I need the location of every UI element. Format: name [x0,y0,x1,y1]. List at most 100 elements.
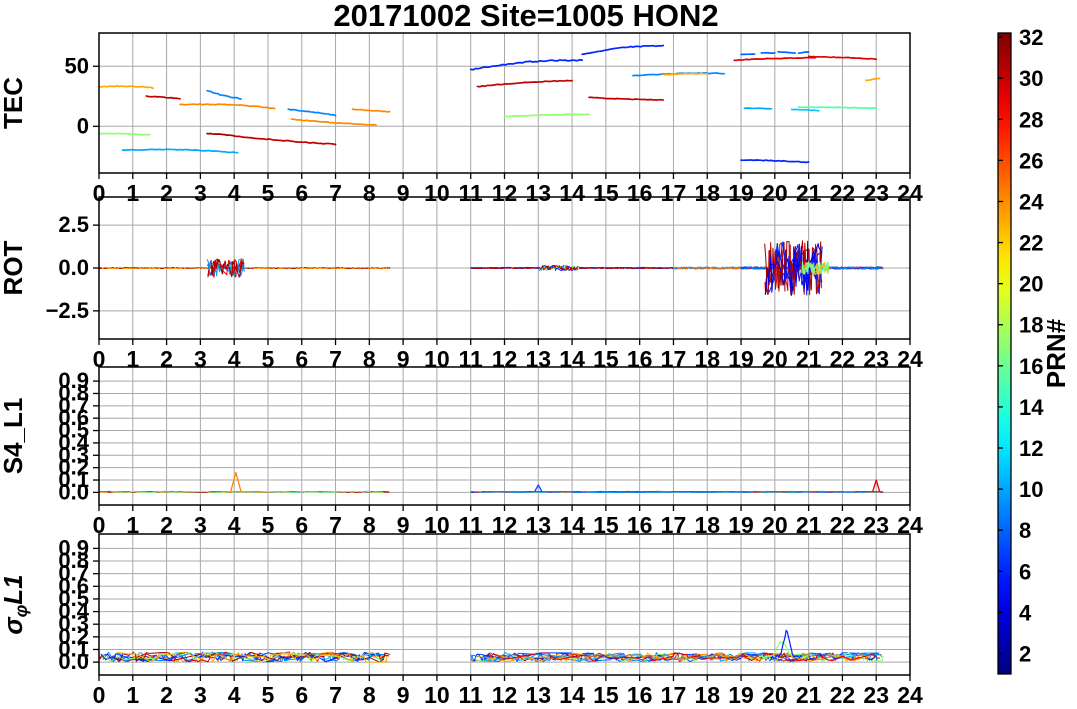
svg-text:9: 9 [397,180,410,206]
svg-text:14: 14 [559,346,585,372]
svg-text:12: 12 [492,346,518,372]
svg-text:16: 16 [627,682,653,708]
svg-text:11: 11 [459,682,484,708]
svg-text:20: 20 [1019,272,1043,297]
svg-text:30: 30 [1019,66,1043,91]
svg-text:28: 28 [1019,107,1043,132]
svg-text:0: 0 [93,512,106,538]
svg-text:15: 15 [593,180,619,206]
svg-text:−2.5: −2.5 [46,298,89,323]
svg-text:14: 14 [1019,395,1044,420]
svg-text:20: 20 [762,512,788,538]
svg-text:18: 18 [694,180,720,206]
svg-text:9: 9 [397,512,410,538]
svg-text:10: 10 [1019,477,1043,502]
svg-text:6: 6 [1019,559,1031,584]
svg-text:18: 18 [1019,313,1043,338]
svg-text:7: 7 [329,512,342,538]
svg-text:0: 0 [93,180,106,206]
svg-text:2.5: 2.5 [58,212,89,237]
svg-text:5: 5 [262,180,275,206]
svg-text:16: 16 [1019,354,1043,379]
svg-text:10: 10 [424,682,450,708]
svg-text:13: 13 [525,346,551,372]
svg-text:13: 13 [525,682,551,708]
svg-text:24: 24 [897,346,923,372]
svg-text:9: 9 [397,682,410,708]
svg-text:22: 22 [830,512,856,538]
svg-text:20: 20 [762,346,788,372]
svg-text:0.0: 0.0 [58,255,89,280]
svg-text:24: 24 [897,512,923,538]
svg-text:19: 19 [728,346,754,372]
svg-text:S4_L1: S4_L1 [0,398,28,475]
svg-text:4: 4 [228,682,241,708]
svg-text:21: 21 [796,346,822,372]
svg-text:9: 9 [397,346,410,372]
svg-text:1: 1 [126,682,139,708]
svg-text:22: 22 [1019,231,1043,256]
svg-text:20171002 Site=1005 HON2: 20171002 Site=1005 HON2 [333,0,718,33]
svg-text:6: 6 [295,682,308,708]
svg-text:21: 21 [796,682,822,708]
svg-text:8: 8 [363,180,376,206]
svg-text:8: 8 [363,682,376,708]
svg-text:17: 17 [661,346,687,372]
svg-text:1: 1 [126,180,139,206]
svg-text:15: 15 [593,346,619,372]
svg-text:18: 18 [694,346,720,372]
svg-text:21: 21 [796,180,822,206]
svg-text:8: 8 [1019,518,1031,543]
svg-text:23: 23 [863,180,889,206]
svg-text:7: 7 [329,180,342,206]
svg-text:50: 50 [65,53,89,78]
svg-text:6: 6 [295,180,308,206]
svg-text:23: 23 [863,512,889,538]
svg-text:22: 22 [830,180,856,206]
svg-text:11: 11 [459,512,484,538]
svg-text:24: 24 [1019,189,1044,214]
svg-text:16: 16 [627,512,653,538]
svg-text:24: 24 [897,682,923,708]
svg-text:21: 21 [796,512,822,538]
svg-text:0.9: 0.9 [58,368,89,393]
svg-text:10: 10 [424,180,450,206]
svg-text:23: 23 [863,682,889,708]
svg-text:24: 24 [897,180,923,206]
svg-text:19: 19 [728,512,754,538]
svg-text:17: 17 [661,512,687,538]
svg-text:16: 16 [627,180,653,206]
svg-text:12: 12 [492,512,518,538]
svg-text:4: 4 [228,512,241,538]
svg-text:0.9: 0.9 [58,535,89,560]
svg-text:20: 20 [762,682,788,708]
svg-text:5: 5 [262,682,275,708]
svg-text:1: 1 [126,512,139,538]
svg-text:13: 13 [525,180,551,206]
svg-text:12: 12 [492,682,518,708]
svg-text:23: 23 [863,346,889,372]
svg-text:3: 3 [194,682,207,708]
svg-text:5: 5 [262,346,275,372]
svg-text:12: 12 [492,180,518,206]
svg-text:16: 16 [627,346,653,372]
svg-text:2: 2 [160,682,173,708]
svg-text:PRN#: PRN# [1041,318,1071,388]
svg-text:26: 26 [1019,148,1043,173]
svg-text:18: 18 [694,682,720,708]
svg-text:2: 2 [160,346,173,372]
svg-text:11: 11 [459,180,484,206]
svg-text:4: 4 [1019,600,1032,625]
svg-text:13: 13 [525,512,551,538]
svg-text:15: 15 [593,682,619,708]
svg-text:20: 20 [762,180,788,206]
svg-text:11: 11 [459,346,484,372]
svg-text:7: 7 [329,346,342,372]
svg-text:6: 6 [295,346,308,372]
svg-text:17: 17 [661,682,687,708]
svg-text:14: 14 [559,512,585,538]
svg-text:22: 22 [830,346,856,372]
svg-text:6: 6 [295,512,308,538]
svg-text:22: 22 [830,682,856,708]
svg-text:3: 3 [194,512,207,538]
